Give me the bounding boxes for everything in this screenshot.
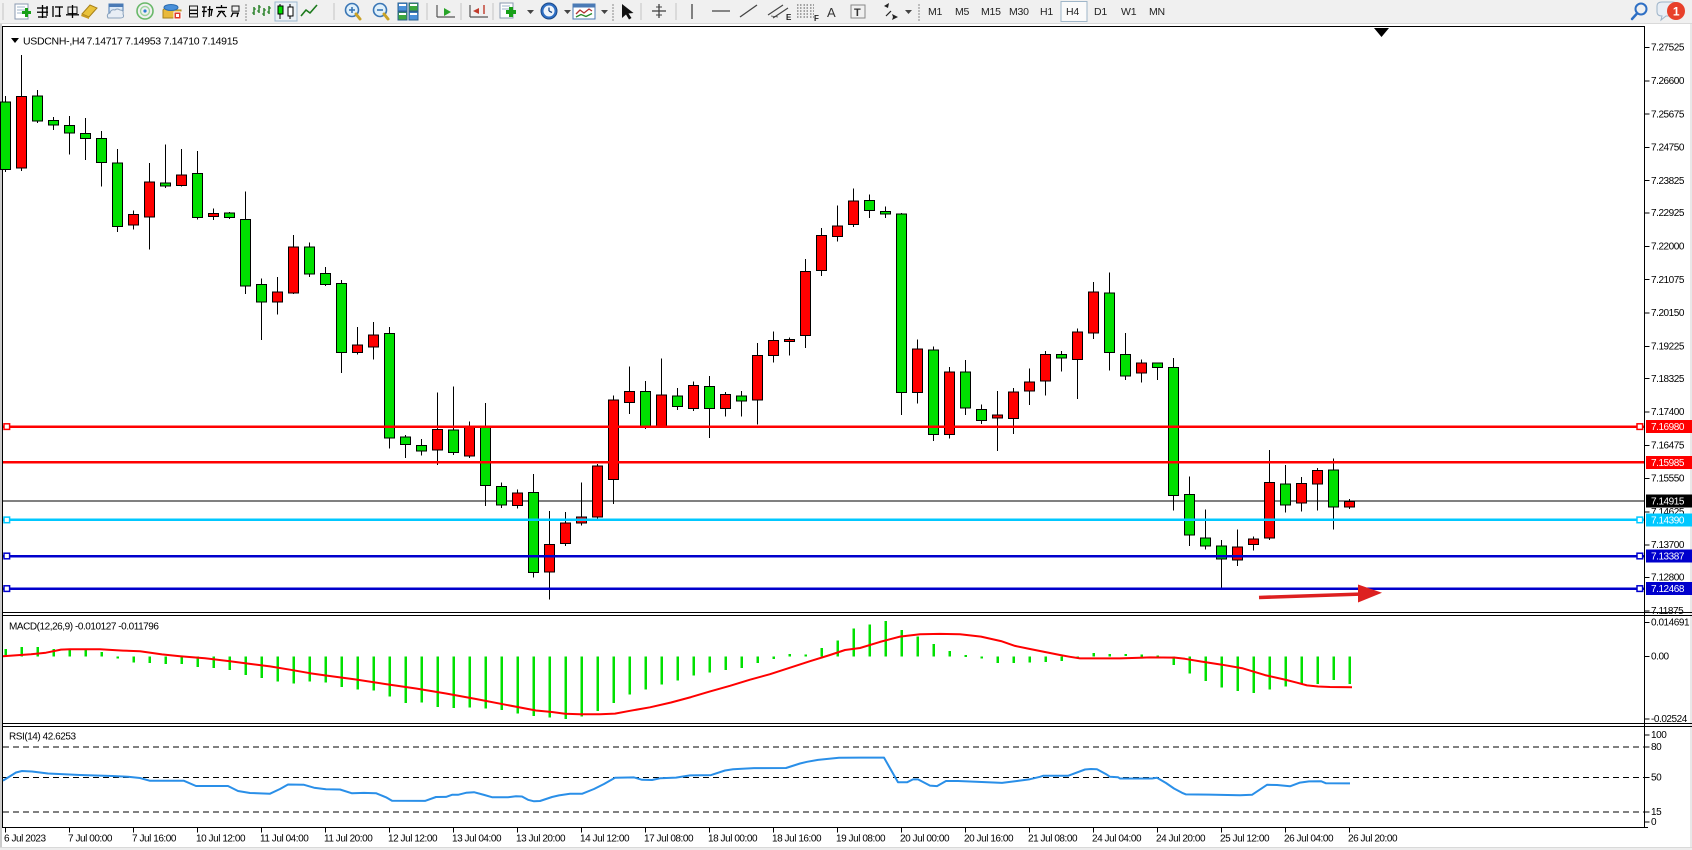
svg-text:7.18325: 7.18325 bbox=[1651, 374, 1685, 385]
svg-text:12 Jul 12:00: 12 Jul 12:00 bbox=[388, 834, 438, 845]
svg-text:7.14390: 7.14390 bbox=[1651, 516, 1685, 527]
svg-text:7.13387: 7.13387 bbox=[1651, 552, 1685, 563]
svg-text:A: A bbox=[827, 5, 836, 20]
svg-text:6 Jul 2023: 6 Jul 2023 bbox=[4, 834, 47, 845]
svg-text:7.23825: 7.23825 bbox=[1651, 176, 1685, 187]
svg-text:7.13700: 7.13700 bbox=[1651, 540, 1685, 551]
svg-text:24 Jul 20:00: 24 Jul 20:00 bbox=[1156, 834, 1206, 845]
svg-text:18 Jul 16:00: 18 Jul 16:00 bbox=[772, 834, 822, 845]
svg-text:7.11875: 7.11875 bbox=[1651, 606, 1684, 617]
svg-text:0: 0 bbox=[1651, 817, 1657, 828]
svg-text:MN: MN bbox=[1149, 6, 1165, 18]
svg-text:7.22000: 7.22000 bbox=[1651, 242, 1685, 253]
svg-text:7 Jul 16:00: 7 Jul 16:00 bbox=[132, 834, 177, 845]
svg-text:7.14717 7.14953 7.14710 7.1491: 7.14717 7.14953 7.14710 7.14915 bbox=[87, 36, 239, 48]
svg-text:7.15985: 7.15985 bbox=[1651, 458, 1685, 469]
svg-text:T: T bbox=[854, 7, 861, 19]
svg-text:7.12800: 7.12800 bbox=[1651, 573, 1685, 584]
svg-text:15: 15 bbox=[1651, 807, 1662, 818]
svg-text:7.20150: 7.20150 bbox=[1651, 308, 1685, 319]
svg-text:80: 80 bbox=[1651, 742, 1662, 753]
svg-text:20 Jul 00:00: 20 Jul 00:00 bbox=[900, 834, 950, 845]
svg-text:20 Jul 16:00: 20 Jul 16:00 bbox=[964, 834, 1014, 845]
svg-text:19 Jul 08:00: 19 Jul 08:00 bbox=[836, 834, 886, 845]
svg-text:21 Jul 08:00: 21 Jul 08:00 bbox=[1028, 834, 1078, 845]
svg-text:17 Jul 08:00: 17 Jul 08:00 bbox=[644, 834, 694, 845]
svg-text:M30: M30 bbox=[1009, 6, 1029, 18]
svg-text:7.25675: 7.25675 bbox=[1651, 109, 1685, 120]
svg-text:26 Jul 20:00: 26 Jul 20:00 bbox=[1348, 834, 1398, 845]
svg-text:7.24750: 7.24750 bbox=[1651, 143, 1685, 154]
svg-text:M15: M15 bbox=[981, 6, 1001, 18]
svg-text:11 Jul 04:00: 11 Jul 04:00 bbox=[260, 834, 309, 845]
svg-text:H4: H4 bbox=[1066, 6, 1079, 18]
svg-text:10 Jul 12:00: 10 Jul 12:00 bbox=[196, 834, 246, 845]
svg-text:7.17400: 7.17400 bbox=[1651, 407, 1685, 418]
svg-text:50: 50 bbox=[1651, 772, 1662, 783]
svg-text:USDCNH-,H4: USDCNH-,H4 bbox=[23, 36, 85, 48]
svg-text:H1: H1 bbox=[1040, 6, 1053, 18]
svg-text:7.16980: 7.16980 bbox=[1651, 422, 1685, 433]
svg-text:25 Jul 12:00: 25 Jul 12:00 bbox=[1220, 834, 1270, 845]
svg-text:7 Jul 00:00: 7 Jul 00:00 bbox=[68, 834, 113, 845]
svg-text:7.15550: 7.15550 bbox=[1651, 474, 1685, 485]
svg-text:7.14915: 7.14915 bbox=[1651, 497, 1685, 508]
svg-text:18 Jul 00:00: 18 Jul 00:00 bbox=[708, 834, 758, 845]
svg-text:7.16475: 7.16475 bbox=[1651, 440, 1685, 451]
svg-text:1: 1 bbox=[1673, 5, 1680, 19]
svg-text:7.27525: 7.27525 bbox=[1651, 43, 1685, 54]
svg-text:7.22925: 7.22925 bbox=[1651, 208, 1685, 219]
svg-text:7.21075: 7.21075 bbox=[1651, 275, 1685, 286]
svg-text:F: F bbox=[814, 14, 819, 23]
svg-text:E: E bbox=[786, 13, 792, 22]
svg-text:7.19225: 7.19225 bbox=[1651, 341, 1685, 352]
svg-text:7.26600: 7.26600 bbox=[1651, 76, 1685, 87]
svg-text:100: 100 bbox=[1651, 730, 1667, 741]
svg-text:24 Jul 04:00: 24 Jul 04:00 bbox=[1092, 834, 1142, 845]
svg-text:26 Jul 04:00: 26 Jul 04:00 bbox=[1284, 834, 1334, 845]
svg-text:7.12468: 7.12468 bbox=[1651, 584, 1685, 595]
svg-text:11 Jul 20:00: 11 Jul 20:00 bbox=[324, 834, 373, 845]
svg-text:RSI(14) 42.6253: RSI(14) 42.6253 bbox=[9, 732, 77, 743]
svg-text:M5: M5 bbox=[955, 6, 970, 18]
svg-text:13 Jul 20:00: 13 Jul 20:00 bbox=[516, 834, 566, 845]
svg-text:-0.02524: -0.02524 bbox=[1651, 714, 1688, 725]
svg-text:0.00: 0.00 bbox=[1651, 652, 1670, 663]
svg-text:W1: W1 bbox=[1121, 6, 1137, 18]
svg-text:13 Jul 04:00: 13 Jul 04:00 bbox=[452, 834, 502, 845]
svg-text:7.14625: 7.14625 bbox=[1651, 507, 1685, 518]
svg-text:0.014691: 0.014691 bbox=[1651, 618, 1690, 629]
svg-text:MACD(12,26,9) -0.010127 -0.011: MACD(12,26,9) -0.010127 -0.011796 bbox=[9, 622, 159, 633]
svg-text:14 Jul 12:00: 14 Jul 12:00 bbox=[580, 834, 630, 845]
svg-text:D1: D1 bbox=[1094, 6, 1107, 18]
svg-text:M1: M1 bbox=[928, 6, 943, 18]
